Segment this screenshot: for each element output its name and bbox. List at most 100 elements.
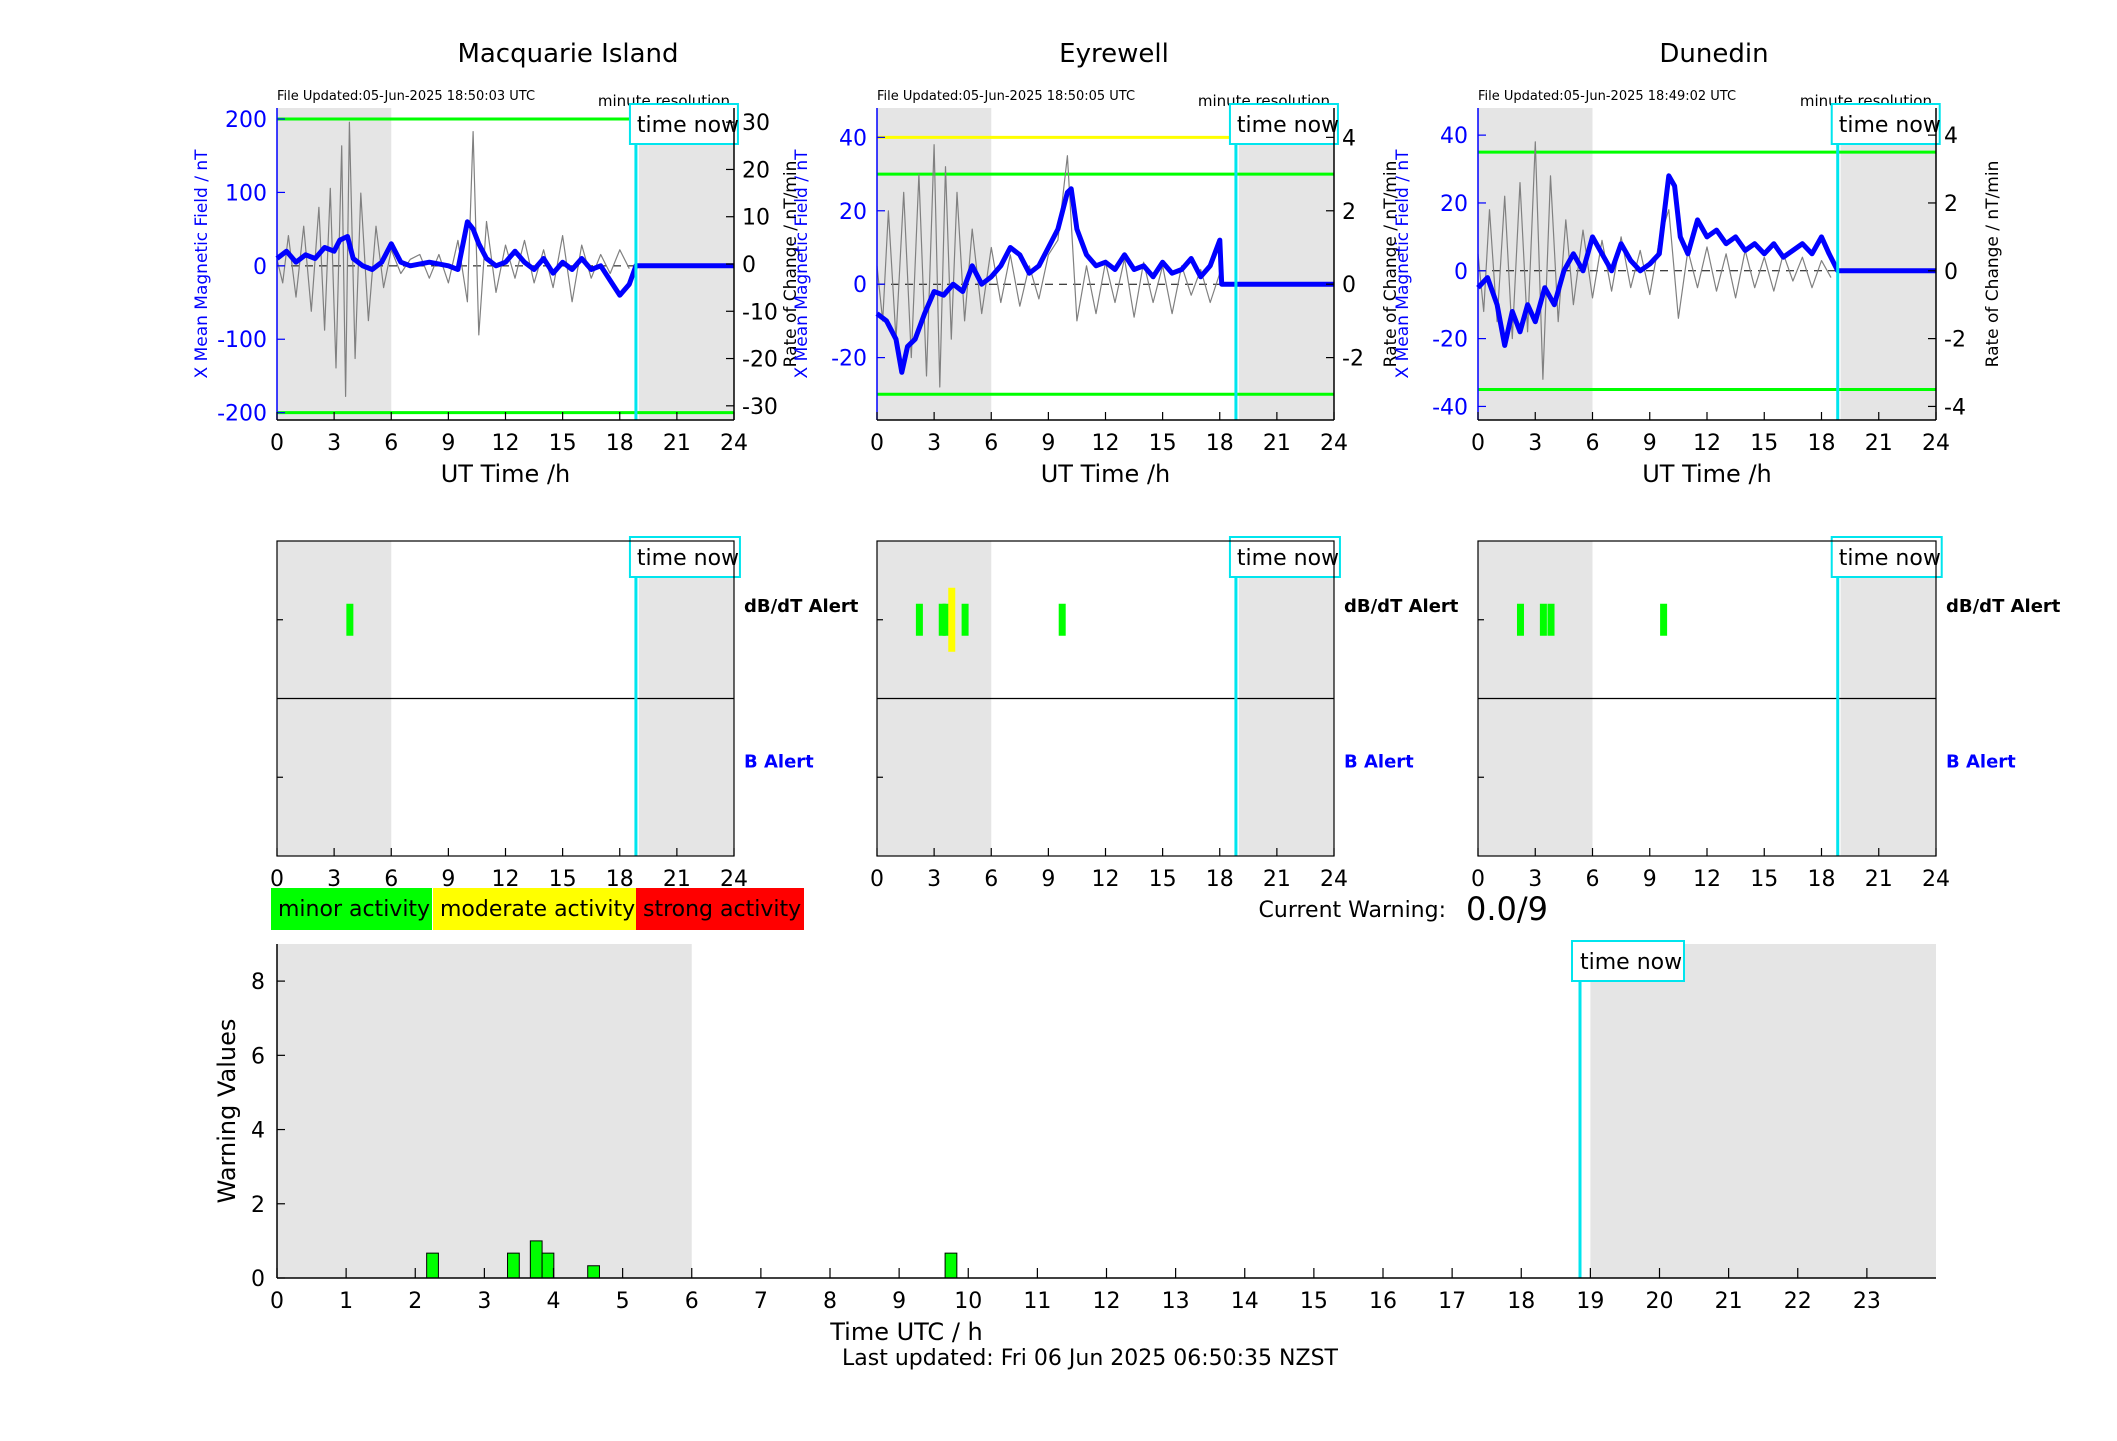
alert-chart-xtick-label-1-1: 3	[927, 867, 941, 892]
current-warning-label: Current Warning:	[1259, 898, 1446, 923]
field-chart-field-series-2	[1476, 173, 1936, 348]
alert-chart-dbdt-label-2: dB/dT Alert	[1946, 596, 2061, 617]
field-chart-left-ylabel-2: X Mean Magnetic Field / nT	[1393, 149, 1413, 379]
warning-chart-bar-0	[426, 1252, 439, 1279]
alert-chart-xtick-label-2-5: 15	[1750, 867, 1778, 892]
field-chart-xtick-label-2-1: 3	[1528, 431, 1542, 456]
field-chart-ytick-right-label-1-0: -2	[1342, 347, 1364, 372]
warning-chart-xtick-label-14: 14	[1231, 1289, 1259, 1314]
warning-chart-bar-4	[587, 1265, 600, 1279]
alert-chart-xtick-label-2-6: 18	[1808, 867, 1836, 892]
field-chart-ytick-right-label-2-4: 4	[1944, 124, 1958, 149]
alert-chart-xtick-label-2-0: 0	[1471, 867, 1485, 892]
alert-chart-dbdt-alert-mark-1-0	[915, 603, 923, 636]
field-chart-xtick-label-1-4: 12	[1092, 431, 1120, 456]
legend-label-0: minor activity	[278, 897, 430, 922]
field-chart-xtick-label-1-6: 18	[1206, 431, 1234, 456]
alert-chart-xtick-label-1-2: 6	[984, 867, 998, 892]
alert-chart-xtick-label-2-1: 3	[1528, 867, 1542, 892]
warning-chart-ytick-label-4: 8	[251, 970, 265, 995]
alert-chart-xtick-label-1-0: 0	[870, 867, 884, 892]
alert-chart-dbdt-alert-mark-1-4	[961, 603, 969, 636]
field-chart-time-now-box-2	[1830, 103, 1941, 145]
field-chart-ytick-left-label-1-3: 40	[839, 126, 867, 151]
field-chart-right-ylabel-0: Rate of Change / nT/min	[781, 161, 801, 368]
station-title-0: Macquarie Island	[457, 39, 678, 69]
warning-chart-ytick-label-2: 4	[251, 1119, 265, 1144]
field-chart-night-shade-2-0	[1478, 108, 1593, 420]
alert-chart-time-now-box-0	[628, 536, 741, 578]
legend-label-2: strong activity	[643, 897, 801, 922]
warning-chart-xtick-label-22: 22	[1784, 1289, 1812, 1314]
alert-chart-time-now-box-1	[1228, 536, 1341, 578]
field-chart-xtick-label-0-3: 9	[441, 431, 455, 456]
warning-chart-ytick-label-1: 2	[251, 1193, 265, 1218]
field-chart-xtick-label-2-2: 6	[1586, 431, 1600, 456]
warning-chart-xtick-label-16: 16	[1369, 1289, 1397, 1314]
legend-label-1: moderate activity	[440, 897, 635, 922]
alert-chart-b-label-2: B Alert	[1946, 751, 2016, 772]
alert-chart-xtick-label-0-6: 18	[606, 867, 634, 892]
warning-chart-xtick-label-7: 7	[754, 1289, 768, 1314]
alert-chart-xtick-label-0-2: 6	[384, 867, 398, 892]
alert-chart-xtick-label-0-5: 15	[549, 867, 577, 892]
alert-chart-dbdt-alert-mark-1-3	[948, 587, 956, 652]
warning-chart-xtick-label-17: 17	[1438, 1289, 1466, 1314]
field-chart-xtick-label-1-5: 15	[1149, 431, 1177, 456]
field-chart-xlabel-0: UT Time /h	[441, 460, 571, 488]
field-chart-xtick-label-0-8: 24	[720, 431, 748, 456]
warning-chart-xlabel: Time UTC / h	[829, 1318, 983, 1346]
field-chart-xtick-label-2-8: 24	[1922, 431, 1950, 456]
field-chart-ytick-right-label-0-1: -20	[742, 348, 778, 373]
field-chart-night-shade-2-1	[1840, 108, 1936, 420]
warning-chart-xtick-label-20: 20	[1646, 1289, 1674, 1314]
alert-chart-time-now-label-1: time now	[1237, 546, 1339, 571]
field-chart-xtick-label-0-1: 3	[327, 431, 341, 456]
warning-chart-ytick-label-3: 6	[251, 1044, 265, 1069]
field-chart-ytick-right-label-2-1: -2	[1944, 328, 1966, 353]
field-chart-xtick-label-0-0: 0	[270, 431, 284, 456]
field-chart-ytick-left-label-1-1: 0	[853, 273, 867, 298]
field-chart-night-shade-1-1	[1238, 108, 1334, 420]
field-chart-xtick-label-2-6: 18	[1808, 431, 1836, 456]
field-chart-time-now-box-1	[1228, 103, 1339, 145]
field-chart-xtick-label-0-5: 15	[549, 431, 577, 456]
warning-chart-xtick-label-11: 11	[1023, 1289, 1051, 1314]
legend-swatch-1	[433, 888, 636, 930]
field-chart-ytick-right-label-0-2: -10	[742, 300, 778, 325]
warning-chart-ylabel: Warning Values	[213, 1019, 241, 1204]
field-chart-xtick-label-2-4: 12	[1693, 431, 1721, 456]
alert-chart-xtick-label-2-2: 6	[1586, 867, 1600, 892]
station-title-2: Dunedin	[1659, 39, 1768, 69]
alert-chart-dbdt-alert-mark-1-1	[938, 603, 946, 636]
alert-chart-xtick-label-1-5: 15	[1149, 867, 1177, 892]
field-chart-ytick-left-label-1-2: 20	[839, 200, 867, 225]
alert-chart-xtick-label-1-4: 12	[1092, 867, 1120, 892]
alert-chart-time-now-box-2	[1830, 536, 1943, 578]
warning-chart-night-shade-0	[277, 944, 692, 1278]
warning-chart-xtick-label-2: 2	[408, 1289, 422, 1314]
warning-chart-xtick-label-18: 18	[1507, 1289, 1535, 1314]
file-updated-2: File Updated:05-Jun-2025 18:49:02 UTC	[1478, 89, 1736, 104]
alert-chart-xtick-label-0-3: 9	[441, 867, 455, 892]
field-chart-ytick-left-label-2-4: 40	[1440, 124, 1468, 149]
station-title-1: Eyrewell	[1059, 39, 1169, 69]
alert-chart-xtick-label-0-1: 3	[327, 867, 341, 892]
field-chart-xtick-label-0-7: 21	[663, 431, 691, 456]
warning-chart-bar-5	[944, 1252, 958, 1279]
file-updated-1: File Updated:05-Jun-2025 18:50:05 UTC	[877, 89, 1135, 104]
alert-chart-dbdt-alert-mark-2-0	[1516, 603, 1524, 636]
field-chart-xlabel-1: UT Time /h	[1041, 460, 1171, 488]
warning-chart-xtick-label-9: 9	[892, 1289, 906, 1314]
warning-chart-night-shade-1	[1590, 944, 1936, 1278]
field-chart-rate-series-0	[276, 121, 630, 397]
last-updated-footer: Last updated: Fri 06 Jun 2025 06:50:35 N…	[842, 1346, 1339, 1371]
field-chart-ytick-left-label-0-3: 100	[225, 181, 267, 206]
field-chart-ytick-left-label-2-0: -40	[1432, 395, 1468, 420]
warning-chart-xtick-label-3: 3	[477, 1289, 491, 1314]
field-chart-ytick-left-label-0-0: -200	[217, 402, 267, 427]
warning-chart-xtick-label-0: 0	[270, 1289, 284, 1314]
field-chart-xlabel-2: UT Time /h	[1642, 460, 1772, 488]
